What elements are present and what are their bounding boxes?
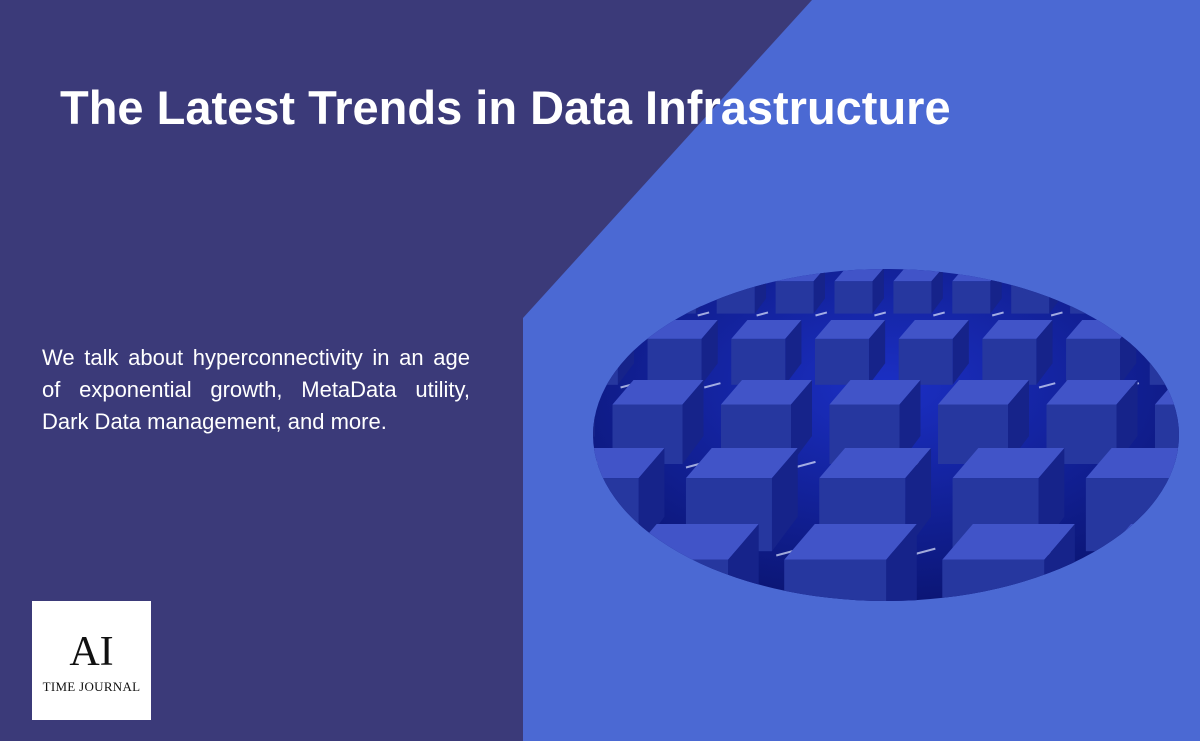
cube-side <box>813 269 825 314</box>
cube-top <box>893 269 943 282</box>
cube-top <box>593 448 665 479</box>
cube-side <box>785 320 802 385</box>
cube-glow <box>794 460 816 469</box>
cube-top <box>612 380 704 405</box>
cube-side <box>1008 380 1029 464</box>
cube-top <box>1085 448 1179 479</box>
cube-front <box>775 281 814 314</box>
cube-top <box>952 448 1065 479</box>
cube-front <box>647 338 702 385</box>
logo-mark: AI <box>69 629 114 675</box>
cube-top <box>938 380 1029 405</box>
title: The Latest Trends in Data Infrastructure <box>60 81 951 134</box>
cube-glow <box>697 311 710 317</box>
cube-side <box>872 269 884 314</box>
cube-front <box>952 281 991 314</box>
cube-front <box>1066 338 1121 385</box>
cube-glow <box>703 382 721 389</box>
logo-name: TIME JOURNAL <box>42 679 141 694</box>
cube-side <box>638 448 665 552</box>
cube-side <box>791 380 812 464</box>
cube-top <box>834 269 884 282</box>
cube-glow <box>756 311 769 317</box>
cube-glow <box>1038 382 1056 389</box>
description: We talk about hyperconnectivity in an ag… <box>42 345 470 434</box>
cube-top <box>685 448 798 479</box>
cube-top <box>814 320 886 339</box>
cube-top <box>784 524 917 560</box>
cube-glow <box>1050 311 1063 317</box>
cube-top <box>982 320 1053 339</box>
cube-top <box>829 380 921 405</box>
cube-top <box>819 448 932 479</box>
cube-top <box>1046 380 1138 405</box>
cube-side <box>701 320 718 385</box>
cube-top <box>721 380 812 405</box>
cube-side <box>868 320 886 385</box>
cube-front <box>982 338 1037 385</box>
cube-side <box>899 380 921 464</box>
cube-front <box>814 338 869 385</box>
cube-side <box>682 380 704 464</box>
cube-glow <box>815 311 828 317</box>
cube-glow <box>991 311 1004 317</box>
cube-top <box>731 320 802 339</box>
cube-glow <box>933 311 945 317</box>
cube-side <box>886 524 917 601</box>
cube-side <box>952 320 969 385</box>
cube-glow <box>874 311 887 317</box>
cube-top <box>942 524 1075 560</box>
cube-front <box>893 281 932 314</box>
cube-front <box>834 281 873 314</box>
cube-side <box>771 448 798 552</box>
cube-side <box>931 269 943 314</box>
logo: AI TIME JOURNAL <box>32 601 151 720</box>
cube-front <box>731 338 786 385</box>
cube-side <box>1036 320 1053 385</box>
cube-side <box>1116 380 1138 464</box>
cube-front <box>898 338 953 385</box>
cube-top <box>898 320 969 339</box>
